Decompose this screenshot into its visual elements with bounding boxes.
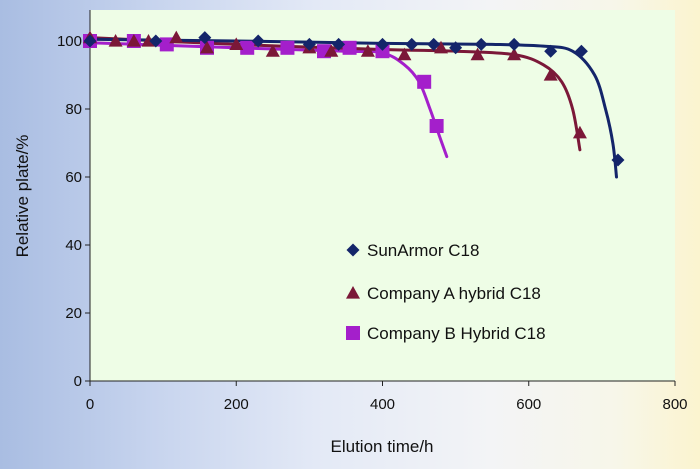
axes: 0 20 40 60 80 100 0 200 400 600 800 <box>57 10 688 413</box>
data-point <box>265 44 280 57</box>
data-point <box>240 40 255 55</box>
x-tick-label: 200 <box>224 396 249 413</box>
y-tick-label: 40 <box>65 237 82 254</box>
y-tick-label: 60 <box>65 169 82 186</box>
legend-marker <box>346 326 360 340</box>
y-axis-label: Relative plate/% <box>13 135 32 258</box>
data-point <box>572 125 587 139</box>
data-point <box>544 44 558 58</box>
x-tick-label: 600 <box>516 396 541 413</box>
x-tick-label: 800 <box>662 396 687 413</box>
data-point <box>149 34 163 48</box>
data-point <box>376 37 389 51</box>
legend: SunArmor C18 Company A hybrid C18 Company … <box>346 241 546 343</box>
data-point <box>251 34 265 48</box>
data-point <box>200 40 214 54</box>
data-point <box>342 40 357 55</box>
data-point <box>507 37 521 51</box>
x-tick-label: 400 <box>370 396 395 413</box>
data-point <box>375 44 390 59</box>
x-tick-label: 0 <box>86 396 94 413</box>
data-point <box>574 44 588 58</box>
data-point <box>280 40 295 55</box>
y-tick-label: 0 <box>74 373 82 390</box>
legend-marker <box>346 243 360 257</box>
data-point <box>405 37 419 51</box>
data-point <box>434 40 448 54</box>
legend-label: Company B Hybrid C18 <box>367 324 546 343</box>
data-point <box>611 153 625 167</box>
data-point <box>397 47 412 61</box>
data-point <box>507 47 522 61</box>
data-point <box>470 47 485 61</box>
data-point <box>324 44 339 57</box>
data-point <box>198 31 212 45</box>
data-point <box>449 41 463 55</box>
data-point <box>543 68 558 81</box>
data-point <box>126 34 141 47</box>
data-point <box>229 37 244 50</box>
x-axis-label: Elution time/h <box>331 437 434 456</box>
data-point <box>332 37 346 51</box>
markers <box>83 30 625 167</box>
data-point <box>83 34 97 48</box>
data-point <box>429 119 444 133</box>
legend-label: Company A hybrid C18 <box>367 284 541 303</box>
legend-marker <box>346 286 360 299</box>
data-point <box>474 37 488 51</box>
legend-label: SunArmor C18 <box>367 241 479 260</box>
data-point <box>159 37 174 52</box>
data-point <box>169 30 184 44</box>
data-point <box>302 37 316 51</box>
data-point <box>360 44 375 57</box>
data-point <box>108 34 123 47</box>
plot-area <box>90 10 675 381</box>
data-point <box>427 37 441 51</box>
y-tick-label: 80 <box>65 101 82 118</box>
data-point <box>417 74 432 89</box>
y-tick-label: 100 <box>57 33 82 50</box>
y-tick-label: 20 <box>65 305 82 322</box>
